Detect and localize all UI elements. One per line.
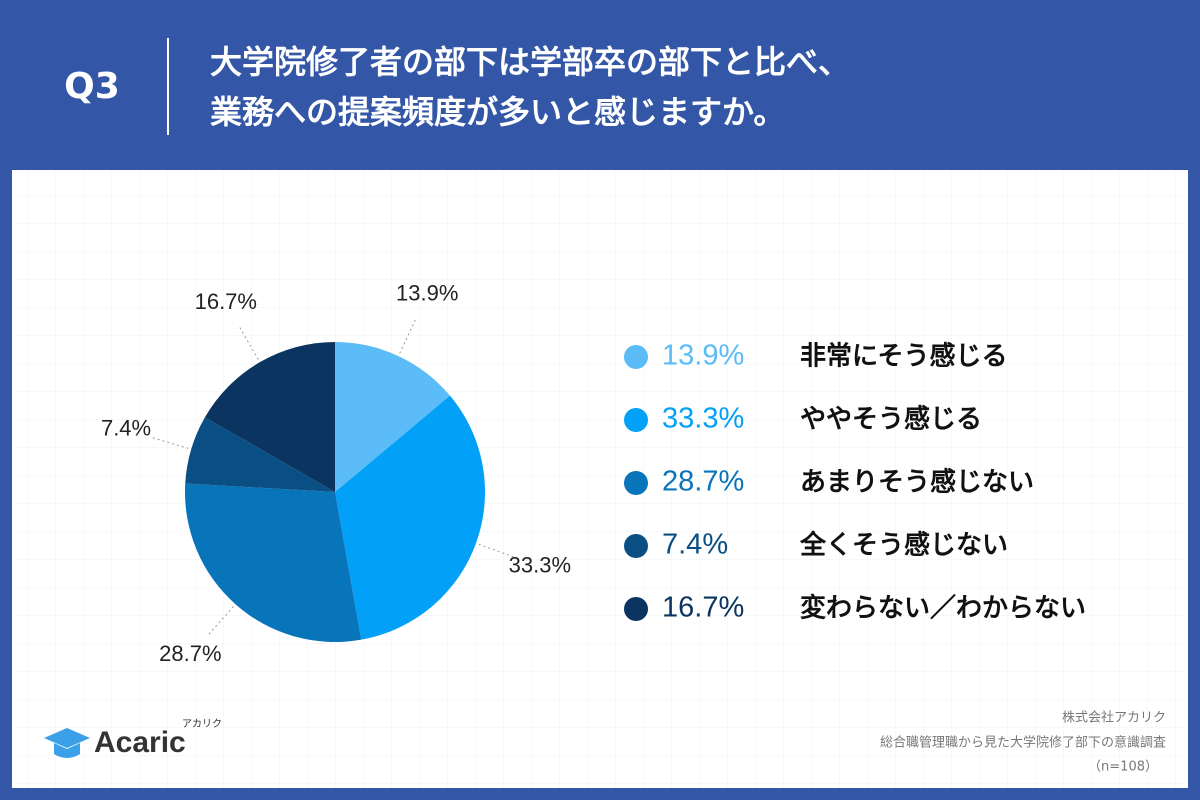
data-label: 16.7%: [195, 289, 257, 314]
source: （n=108）: [1088, 760, 1158, 775]
data-label: 28.7%: [159, 641, 221, 666]
legend-value: 16.7%: [662, 592, 744, 624]
legend-value: 33.3%: [662, 403, 744, 435]
legend-dot: [624, 534, 648, 558]
logo-icon: [54, 743, 80, 758]
legend-dot: [624, 408, 648, 432]
data-label: 7.4%: [101, 416, 151, 441]
legend-value: 13.9%: [662, 340, 744, 372]
logo-kana: アカリク: [182, 718, 222, 730]
pie-slice: [204, 342, 335, 492]
pie-slice: [185, 417, 335, 492]
title-line: 大学院修了者の部下は学部卒の部下と比べ、: [210, 43, 850, 81]
pie-slice: [335, 342, 450, 492]
legend-value: 7.4%: [662, 529, 728, 561]
question-number: Q3: [64, 66, 120, 107]
legend-value: 28.7%: [662, 466, 744, 498]
leader-line: [399, 319, 416, 354]
data-label: 13.9%: [396, 280, 458, 305]
data-label: 33.3%: [509, 552, 571, 577]
legend-label: ややそう感じる: [800, 405, 982, 435]
legend-dot: [624, 345, 648, 369]
leader-line: [208, 606, 234, 635]
legend-label: 変わらない／わからない: [800, 593, 1086, 624]
legend-label: あまりそう感じない: [800, 468, 1034, 498]
legend-dot: [624, 471, 648, 495]
leader-line: [478, 543, 514, 558]
logo-icon: [44, 728, 90, 748]
legend-dot: [624, 597, 648, 621]
pie-slice: [184, 483, 362, 642]
source: 株式会社アカリク: [1062, 710, 1166, 726]
logo: Acaric アカリク: [44, 718, 222, 759]
pie-slice: [335, 395, 485, 640]
legend-label: 全くそう感じない: [799, 530, 1008, 561]
legend-label: 非常にそう感じる: [800, 342, 1007, 372]
leader-line: [239, 327, 259, 360]
leader-line: [152, 437, 189, 449]
logo-name: Acaric: [94, 726, 186, 759]
source: 総合職管理職から見た大学院修了部下の意識調査: [880, 735, 1166, 751]
title-line: 業務への提案頻度が多いと感じますか。: [210, 93, 785, 131]
